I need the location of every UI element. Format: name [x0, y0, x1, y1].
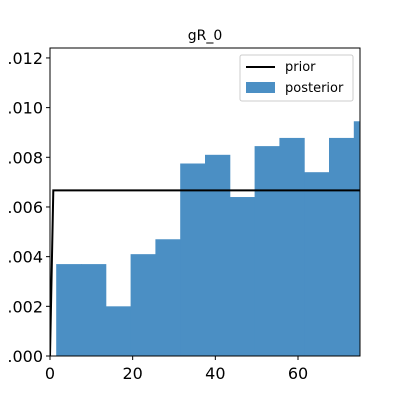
y-tick-label: .004 — [7, 248, 43, 267]
y-tick-label: .006 — [7, 198, 43, 217]
posterior-bar — [229, 197, 256, 356]
posterior-bar — [205, 154, 231, 356]
posterior-bar — [155, 239, 181, 356]
posterior-bar — [254, 146, 280, 356]
x-tick-label: 0 — [45, 364, 55, 383]
legend: prior posterior — [239, 54, 354, 102]
y-axis: .000 .002 .004 .006 .008 .010 .012 — [7, 49, 50, 366]
posterior-bar — [130, 254, 156, 356]
legend-posterior-swatch — [246, 82, 275, 93]
y-tick-label: .012 — [7, 49, 43, 68]
plot-frame — [49, 47, 361, 357]
x-tick-label: 40 — [205, 364, 225, 383]
posterior-bar — [105, 306, 132, 356]
posterior-bar — [353, 121, 360, 356]
x-tick-label: 20 — [122, 364, 142, 383]
posterior-bars — [56, 121, 360, 356]
posterior-bar — [279, 137, 305, 356]
y-tick-label: .002 — [7, 297, 43, 316]
prior-lines — [50, 189, 360, 356]
legend-prior-label: prior — [285, 60, 316, 75]
chart-title: gR_0 — [188, 28, 223, 44]
posterior-bar — [304, 172, 330, 356]
prior-line — [50, 189, 360, 356]
y-tick-label: .010 — [7, 99, 43, 118]
x-axis: 0 20 40 60 — [45, 356, 308, 383]
posterior-bar — [81, 264, 107, 356]
posterior-bar — [180, 163, 206, 356]
posterior-bar — [56, 264, 82, 356]
y-tick-label: .008 — [7, 148, 43, 167]
posterior-bar — [329, 137, 355, 356]
legend-posterior-label: posterior — [285, 81, 344, 96]
y-tick-label: .000 — [7, 347, 43, 366]
x-tick-label: 60 — [288, 364, 308, 383]
